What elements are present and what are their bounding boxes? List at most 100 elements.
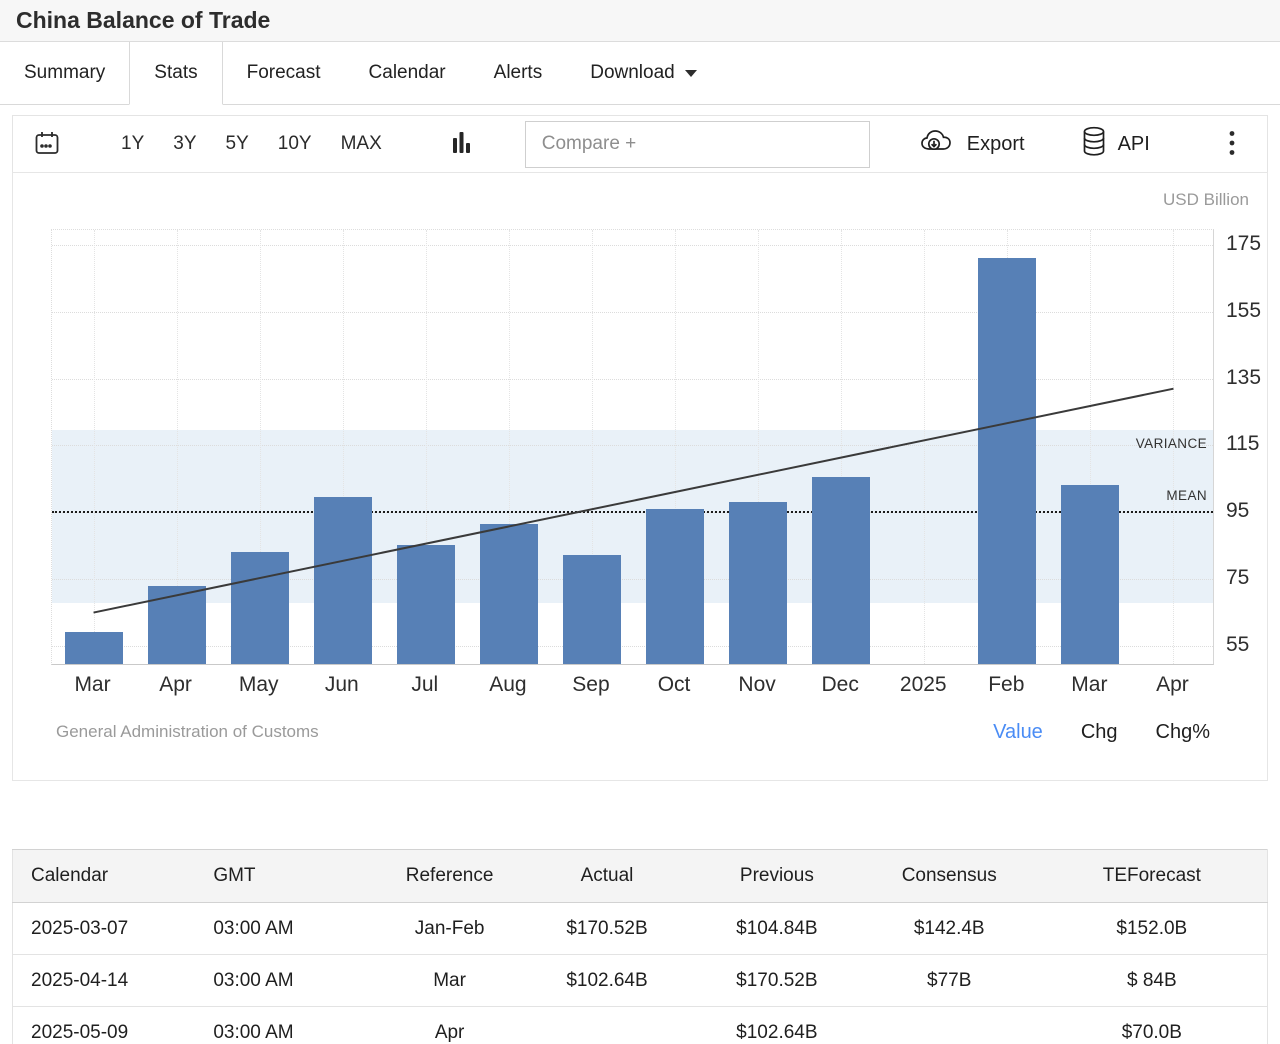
x-axis-tick-label: Mar: [48, 673, 138, 697]
tab-stats[interactable]: Stats: [129, 42, 222, 105]
y-axis-tick-label: 55: [1226, 633, 1270, 657]
y-axis-tick-label: 115: [1226, 432, 1270, 456]
table-cell: $77B: [862, 955, 1037, 1007]
table-cell: [862, 1007, 1037, 1044]
table-cell: 03:00 AM: [207, 903, 377, 955]
tab-label: Calendar: [369, 62, 446, 84]
range-button-1y[interactable]: 1Y: [121, 133, 144, 155]
tab-label: Summary: [24, 62, 105, 84]
table-header-previous: Previous: [692, 850, 862, 903]
x-axis-tick-label: Oct: [629, 673, 719, 697]
table-cell: $102.64B: [692, 1007, 862, 1044]
chart-plot-area: VARIANCE MEAN: [51, 229, 1214, 665]
table-cell: $ 84B: [1037, 955, 1268, 1007]
cloud-download-icon: [919, 128, 956, 161]
tab-label: Stats: [154, 62, 197, 84]
y-axis-tick-label: 175: [1226, 232, 1270, 256]
tab-label: Download: [590, 62, 675, 84]
table-row: 2025-03-0703:00 AMJan-Feb$170.52B$104.84…: [13, 903, 1268, 955]
export-button[interactable]: Export: [919, 128, 1025, 161]
x-axis-tick-label: Apr: [131, 673, 221, 697]
tab-alerts[interactable]: Alerts: [470, 42, 567, 104]
table-cell: $170.52B: [522, 903, 692, 955]
tab-calendar[interactable]: Calendar: [345, 42, 470, 104]
kebab-menu-icon: [1229, 130, 1235, 159]
bar-chart-icon: [450, 130, 472, 159]
api-button[interactable]: API: [1081, 126, 1150, 163]
table-cell: 2025-03-07: [13, 903, 208, 955]
x-axis-tick-label: Aug: [463, 673, 553, 697]
table-cell: $102.64B: [522, 955, 692, 1007]
table-cell: $170.52B: [692, 955, 862, 1007]
database-icon: [1081, 126, 1107, 163]
tab-label: Forecast: [247, 62, 321, 84]
x-axis-tick-label: Mar: [1044, 673, 1134, 697]
table-cell: $104.84B: [692, 903, 862, 955]
table-cell: 2025-04-14: [13, 955, 208, 1007]
y-axis-tick-label: 135: [1226, 366, 1270, 390]
chart-link-value[interactable]: Value: [993, 721, 1043, 744]
x-axis-tick-label: Jul: [380, 673, 470, 697]
table-header-consensus: Consensus: [862, 850, 1037, 903]
x-axis-tick-label: Dec: [795, 673, 885, 697]
table-cell: Jan-Feb: [377, 903, 522, 955]
calendar-table: CalendarGMTReferenceActualPreviousConsen…: [12, 849, 1268, 1044]
x-axis-tick-label: Nov: [712, 673, 802, 697]
tab-summary[interactable]: Summary: [0, 42, 129, 104]
table-header-actual: Actual: [522, 850, 692, 903]
variance-label: VARIANCE: [1136, 436, 1207, 451]
mean-label: MEAN: [1166, 488, 1207, 503]
range-selector: 1Y 3Y 5Y 10Y MAX: [121, 133, 382, 155]
table-row: 2025-04-1403:00 AMMar$102.64B$170.52B$77…: [13, 955, 1268, 1007]
chart-link-chgpct[interactable]: Chg%: [1156, 721, 1210, 744]
range-button-3y[interactable]: 3Y: [173, 133, 196, 155]
chart-unit-label: USD Billion: [1163, 190, 1249, 210]
table-row: 2025-05-0903:00 AMApr $102.64B $70.0B: [13, 1007, 1268, 1044]
tab-label: Alerts: [494, 62, 543, 84]
x-axis-tick-label: Feb: [961, 673, 1051, 697]
table-cell: [522, 1007, 692, 1044]
x-axis-tick-label: Apr: [1127, 673, 1217, 697]
chart-type-button[interactable]: [450, 130, 472, 159]
table-cell: $152.0B: [1037, 903, 1268, 955]
range-button-5y[interactable]: 5Y: [226, 133, 249, 155]
table-cell: Mar: [377, 955, 522, 1007]
page-title: China Balance of Trade: [16, 7, 270, 34]
calendar-icon: [33, 129, 61, 160]
chevron-down-icon: [685, 70, 697, 77]
table-cell: $70.0B: [1037, 1007, 1268, 1044]
calendar-range-button[interactable]: [33, 129, 61, 160]
chart-series-links: Value Chg Chg%: [993, 721, 1210, 744]
x-axis-tick-label: 2025: [878, 673, 968, 697]
api-label: API: [1118, 133, 1150, 156]
range-button-max[interactable]: MAX: [341, 133, 382, 155]
chart-toolbar: 1Y 3Y 5Y 10Y MAX Export: [12, 115, 1268, 173]
table-cell: $142.4B: [862, 903, 1037, 955]
x-axis-tick-label: May: [214, 673, 304, 697]
table-header-gmt: GMT: [207, 850, 377, 903]
table-header-row: CalendarGMTReferenceActualPreviousConsen…: [13, 850, 1268, 903]
y-axis-tick-label: 75: [1226, 566, 1270, 590]
chart-link-chg[interactable]: Chg: [1081, 721, 1118, 744]
table-header-teforecast: TEForecast: [1037, 850, 1268, 903]
x-axis-tick-label: Jun: [297, 673, 387, 697]
chart-source: General Administration of Customs: [56, 722, 319, 742]
table-cell: 2025-05-09: [13, 1007, 208, 1044]
page-header: China Balance of Trade: [0, 0, 1280, 42]
range-button-10y[interactable]: 10Y: [278, 133, 312, 155]
tab-bar: Summary Stats Forecast Calendar Alerts Downlo…: [0, 42, 1280, 105]
table-cell: 03:00 AM: [207, 955, 377, 1007]
tab-forecast[interactable]: Forecast: [223, 42, 345, 104]
tab-download[interactable]: Download: [566, 42, 721, 104]
compare-input[interactable]: [525, 121, 870, 168]
table-header-calendar: Calendar: [13, 850, 208, 903]
x-axis-tick-label: Sep: [546, 673, 636, 697]
table-cell: 03:00 AM: [207, 1007, 377, 1044]
table-header-reference: Reference: [377, 850, 522, 903]
table-cell: Apr: [377, 1007, 522, 1044]
more-options-button[interactable]: [1229, 130, 1235, 159]
chart-card: USD Billion VARIANCE MEAN General Adminis…: [12, 172, 1268, 781]
y-axis-tick-label: 155: [1226, 299, 1270, 323]
y-axis-tick-label: 95: [1226, 499, 1270, 523]
trend-line: [52, 230, 1213, 664]
